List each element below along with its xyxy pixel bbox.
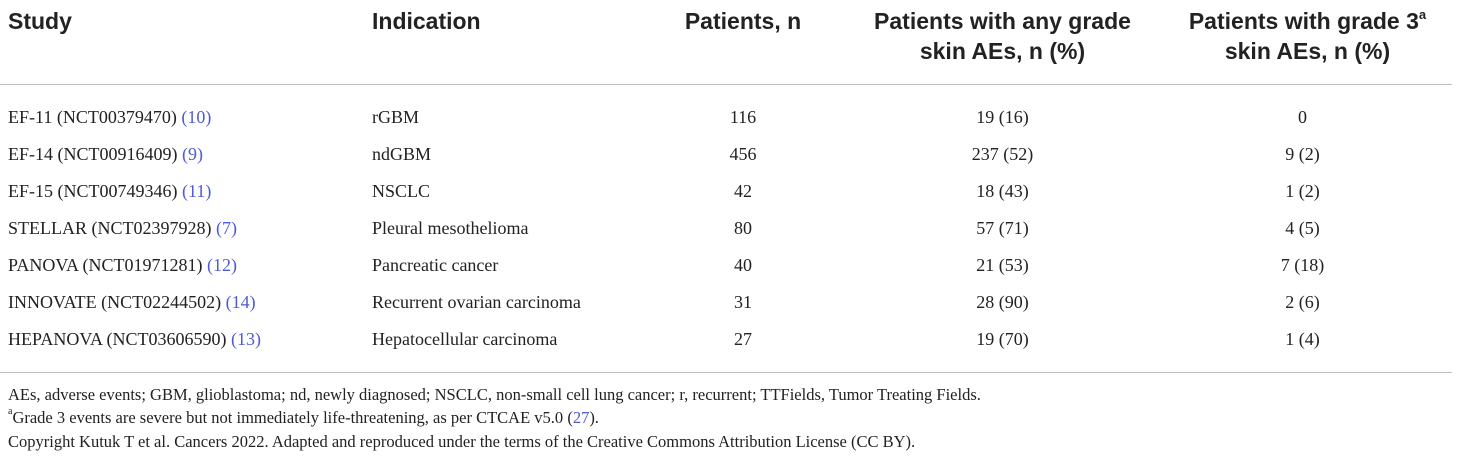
study-name: PANOVA (NCT01971281): [8, 255, 208, 275]
table-row: PANOVA (NCT01971281) (12) Pancreatic can…: [0, 247, 1452, 284]
cell-study: EF-15 (NCT00749346) (11): [0, 173, 364, 210]
study-name: STELLAR (NCT02397928): [8, 218, 216, 238]
cell-grade3: 2 (6): [1285, 292, 1320, 312]
reference-link[interactable]: 27: [572, 408, 590, 427]
reference-link[interactable]: (9): [182, 144, 203, 164]
table-row: EF-15 (NCT00749346) (11) NSCLC 42 18 (43…: [0, 173, 1452, 210]
reference-link[interactable]: (10): [181, 106, 212, 127]
cell-patients: 456: [729, 144, 757, 164]
cell-study: PANOVA (NCT01971281) (12): [0, 247, 364, 284]
study-name: HEPANOVA (NCT03606590): [8, 329, 232, 349]
cell-patients: 80: [734, 218, 752, 238]
study-name: EF-14 (NCT00916409): [8, 144, 182, 164]
cell-indication: rGBM: [372, 106, 420, 127]
footnote-a-close: ).: [589, 408, 599, 427]
reference-link[interactable]: (14): [225, 292, 256, 312]
footnote-a-marker: a: [8, 406, 13, 417]
reference-link[interactable]: (13): [231, 329, 262, 349]
table-row: STELLAR (NCT02397928) (7) Pleural mesoth…: [0, 210, 1452, 247]
table-row: EF-11 (NCT00379470) (10) rGBM 116 19 (16…: [0, 85, 1452, 137]
cell-study: EF-11 (NCT00379470) (10): [0, 85, 364, 137]
table-row: HEPANOVA (NCT03606590) (13) Hepatocellul…: [0, 321, 1452, 373]
footnote-a-open: (: [567, 408, 573, 427]
reference-link[interactable]: (12): [207, 255, 238, 275]
cell-patients: 27: [634, 321, 852, 373]
cell-any-grade: 28 (90): [976, 292, 1029, 312]
cell-any-grade: 21 (53): [976, 255, 1029, 275]
cell-study: INNOVATE (NCT02244502) (14): [0, 284, 364, 321]
header-grade3-line2: skin AEs, n (%): [1224, 38, 1391, 64]
cell-study: STELLAR (NCT02397928) (7): [0, 210, 364, 247]
cell-patients: 116: [729, 106, 757, 127]
cell-indication: Pancreatic cancer: [372, 255, 499, 275]
header-row: Study Indication Patients, n Patients wi…: [0, 0, 1452, 85]
cell-any-grade: 57 (71): [976, 218, 1029, 238]
cell-patients: 31: [734, 292, 752, 312]
study-name: EF-11 (NCT00379470): [8, 106, 182, 127]
reference-link[interactable]: (7): [215, 218, 237, 238]
cell-any-grade: 19 (16): [976, 106, 1029, 127]
footnote-a-text: Grade 3 events are severe but not immedi…: [12, 408, 568, 427]
header-patients: Patients, n: [634, 0, 852, 85]
cell-grade3: 0: [1298, 106, 1307, 127]
cell-indication: Pleural mesothelioma: [372, 218, 529, 238]
cell-study: EF-14 (NCT00916409) (9): [0, 136, 364, 173]
header-indication: Indication: [364, 0, 634, 85]
cell-indication: Recurrent ovarian carcinoma: [372, 292, 581, 312]
cell-patients: 42: [734, 181, 752, 201]
cell-grade3: 9 (2): [1285, 144, 1320, 164]
cell-study: HEPANOVA (NCT03606590) (13): [0, 321, 364, 373]
cell-grade3: 7 (18): [1280, 255, 1325, 275]
cell-patients: 40: [734, 255, 752, 275]
cell-any-grade: 237 (52): [971, 144, 1034, 164]
header-any-grade-line1: Patients with any grade: [874, 8, 1131, 34]
table-row: EF-14 (NCT00916409) (9) ndGBM 456 237 (5…: [0, 136, 1452, 173]
table-body: EF-11 (NCT00379470) (10) rGBM 116 19 (16…: [0, 85, 1452, 373]
cell-grade3: 1 (4): [1153, 321, 1452, 373]
header-grade3-footnote-marker: a: [1418, 7, 1427, 22]
cell-grade3: 4 (5): [1285, 218, 1320, 238]
cell-indication: ndGBM: [372, 144, 432, 164]
study-name: INNOVATE (NCT02244502): [8, 292, 226, 312]
footnote-abbreviations: AEs, adverse events; GBM, glioblastoma; …: [8, 385, 981, 404]
skin-ae-table: Study Indication Patients, n Patients wi…: [0, 0, 1452, 373]
reference-link[interactable]: (11): [182, 181, 212, 201]
cell-indication: NSCLC: [372, 181, 431, 201]
header-grade3: Patients with grade 3a skin AEs, n (%): [1153, 0, 1452, 85]
header-any-grade: Patients with any grade skin AEs, n (%): [852, 0, 1153, 85]
header-grade3-line1: Patients with grade 3: [1188, 8, 1419, 34]
table-row: INNOVATE (NCT02244502) (14) Recurrent ov…: [0, 284, 1452, 321]
study-name: EF-15 (NCT00749346): [8, 181, 182, 201]
header-any-grade-line2: skin AEs, n (%): [919, 38, 1086, 64]
footnote-a: aGrade 3 events are severe but not immed…: [8, 406, 599, 429]
table-header: Study Indication Patients, n Patients wi…: [0, 0, 1452, 85]
cell-any-grade: 18 (43): [976, 181, 1029, 201]
cell-grade3: 1 (2): [1285, 181, 1320, 201]
cell-indication: Hepatocellular carcinoma: [364, 321, 634, 373]
header-study: Study: [0, 0, 364, 85]
cell-any-grade: 19 (70): [852, 321, 1153, 373]
footnote-copyright: Copyright Kutuk T et al. Cancers 2022. A…: [8, 432, 916, 451]
